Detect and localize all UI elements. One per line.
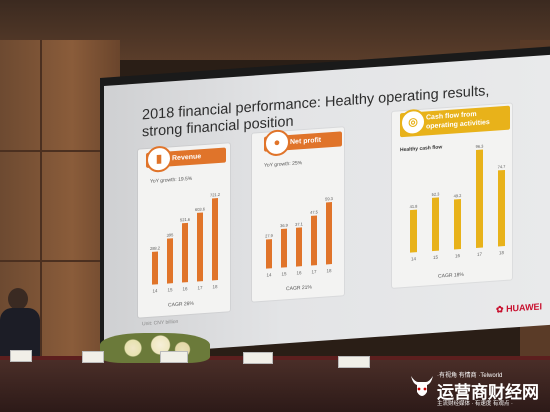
piggy-bank-icon: ● xyxy=(264,128,290,157)
tick-label: 18 xyxy=(326,268,331,273)
data-label: 52.3 xyxy=(432,191,441,197)
tick-label: 14 xyxy=(411,256,416,261)
net-profit-tag: ● Net profit xyxy=(264,128,342,157)
tick-label: 16 xyxy=(455,253,460,258)
bar xyxy=(432,197,439,252)
watermark-top-line: ·有视角 有情商 ·Telworld xyxy=(437,373,503,379)
bar xyxy=(182,222,188,283)
cash-flow-chart: 41.8 14 52.3 15 49.2 16 96.3 17 74.7 18 xyxy=(410,143,507,261)
tick-label: 16 xyxy=(296,270,301,275)
coins-icon: ◎ xyxy=(400,108,426,137)
data-label: 49.2 xyxy=(454,193,463,199)
revenue-chart: 288.2 14 395 15 521.6 16 603.6 17 721.2 18 xyxy=(150,192,221,294)
bar xyxy=(212,198,218,281)
watermark-main: 运营商财经网 xyxy=(437,383,539,402)
cash-flow-cagr: CAGR 18% xyxy=(438,271,464,280)
net-profit-card: ● Net profit YoY growth: 25% 27.9 14 36.9 1… xyxy=(252,127,344,302)
tick-label: 17 xyxy=(197,285,202,290)
nameplate xyxy=(243,352,273,364)
data-label: 395 xyxy=(167,232,174,238)
data-label: 74.7 xyxy=(498,164,507,170)
data-label: 603.6 xyxy=(195,206,206,212)
bar xyxy=(454,198,461,250)
nameplate xyxy=(82,351,104,363)
speaker-person xyxy=(0,288,40,358)
tick-label: 15 xyxy=(167,287,172,292)
data-label: 96.3 xyxy=(476,143,485,149)
data-label: 47.5 xyxy=(310,209,319,215)
huawei-logo-text: HUAWEI xyxy=(506,301,543,314)
tick-label: 18 xyxy=(212,284,217,289)
tick-label: 14 xyxy=(266,272,271,277)
cash-flow-tag: ◎ Cash flow from operating activities xyxy=(400,105,510,138)
cash-flow-card: ◎ Cash flow from operating activities He… xyxy=(392,103,512,288)
conference-table xyxy=(0,360,550,412)
tick-label: 15 xyxy=(281,271,286,276)
bar xyxy=(311,215,317,266)
huawei-logo: ✿ HUAWEI xyxy=(496,301,542,315)
revenue-cagr: CAGR 26% xyxy=(168,300,194,309)
data-label: 721.2 xyxy=(210,192,221,198)
tick-label: 14 xyxy=(152,288,157,293)
data-label: 59.3 xyxy=(325,196,334,202)
net-profit-chart: 27.9 14 36.9 15 37.1 16 47.5 17 59.3 18 xyxy=(265,196,334,278)
chart-icon: ▮ xyxy=(146,145,172,174)
bar xyxy=(281,228,287,268)
bar xyxy=(410,209,417,253)
bar xyxy=(152,251,158,285)
revenue-label: Revenue xyxy=(172,153,202,163)
bull-logo-icon xyxy=(409,372,435,402)
tick-label: 18 xyxy=(499,250,504,255)
bar xyxy=(197,212,203,282)
revenue-tag: ▮ Revenue xyxy=(146,145,226,174)
bar xyxy=(326,202,332,265)
data-label: 37.1 xyxy=(295,221,304,227)
data-label: 521.6 xyxy=(180,217,191,223)
bar xyxy=(498,169,505,247)
revenue-card: ▮ Revenue YoY growth: 19.5% 288.2 14 395 15… xyxy=(138,143,230,318)
watermark: ·有视角 有情商 ·Telworld 运营商财经网 主流财经媒体 · 有速度 有… xyxy=(405,370,550,412)
bar xyxy=(167,238,173,284)
flower-arrangement xyxy=(100,333,210,363)
tick-label: 16 xyxy=(182,286,187,291)
watermark-bottom-line: 主流财经媒体 · 有速度 有观点 · xyxy=(437,401,513,407)
data-label: 36.9 xyxy=(280,223,289,229)
nameplate xyxy=(160,351,188,363)
net-profit-cagr: CAGR 21% xyxy=(286,284,312,293)
huawei-flower-icon: ✿ xyxy=(496,304,504,315)
tick-label: 15 xyxy=(433,255,438,260)
data-label: 27.9 xyxy=(265,233,274,239)
bar xyxy=(296,227,302,267)
nameplate xyxy=(10,350,32,362)
data-label: 288.2 xyxy=(150,245,161,251)
bar xyxy=(266,239,272,269)
slide-footnote: Unit: CNY billion xyxy=(142,318,179,328)
net-profit-label: Net profit xyxy=(290,136,322,146)
projection-screen: 2018 financial performance: Healthy oper… xyxy=(104,54,550,356)
tick-label: 17 xyxy=(477,252,482,257)
data-label: 41.8 xyxy=(410,203,419,209)
nameplate xyxy=(338,356,370,368)
bar xyxy=(476,149,483,248)
tick-label: 17 xyxy=(311,269,316,274)
